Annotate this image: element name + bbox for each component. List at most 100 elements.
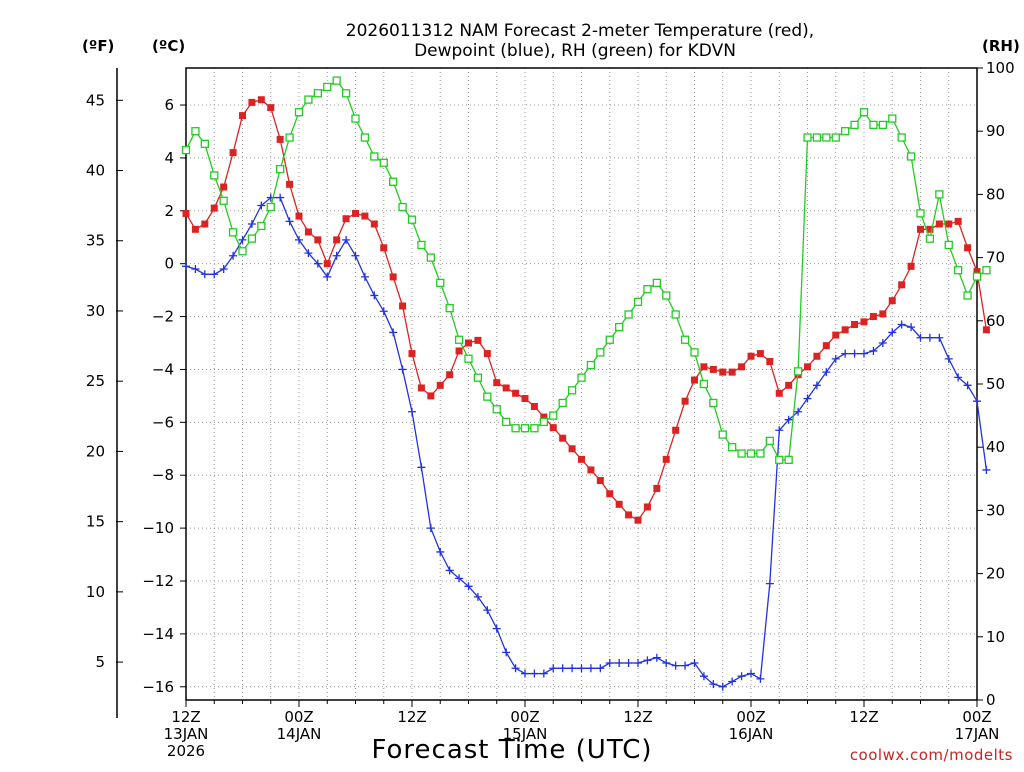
x-tick-label: 17JAN [955, 725, 1000, 743]
rh-point [558, 398, 567, 408]
rh-point [398, 202, 407, 212]
chart-title-line2: Dewpoint (blue), RH (green) for KDVN [414, 41, 736, 61]
dewpoint-point [916, 333, 925, 342]
celsius-tick-label: 2 [164, 202, 174, 220]
rh-point [266, 202, 275, 212]
celsius-unit-label: (ºC) [152, 37, 185, 55]
temperature-point [709, 365, 717, 373]
dewpoint-point [784, 415, 793, 424]
dewpoint-point [775, 426, 784, 435]
rh-point [690, 348, 699, 357]
rh-point [360, 133, 370, 142]
temperature-point [643, 503, 651, 511]
dewpoint-point [982, 465, 991, 474]
dewpoint-point [634, 658, 642, 667]
dewpoint-point [812, 381, 821, 390]
rh-point [304, 95, 313, 104]
rh-point [841, 127, 850, 136]
temperature-point [596, 477, 604, 485]
rh-point [850, 120, 859, 130]
temperature-point [982, 326, 990, 334]
grid-lines [186, 68, 977, 700]
temperature-point [672, 426, 680, 434]
rh-point [944, 240, 953, 250]
dewpoint-point [822, 368, 831, 377]
dewpoint-point [577, 664, 586, 673]
dewpoint-point [257, 201, 266, 210]
temperature-point [239, 112, 246, 120]
x-tick-label: 12Z [623, 708, 652, 726]
temperature-point [380, 244, 388, 252]
temperature-point [502, 384, 510, 392]
dewpoint-point [398, 365, 407, 374]
celsius-tick-label: −12 [142, 572, 174, 590]
temperature-point [568, 445, 576, 453]
temperature-point [945, 220, 953, 228]
celsius-tick-label: −2 [152, 308, 174, 326]
rh-point [530, 424, 539, 433]
fahrenheit-tick-label: 40 [86, 162, 105, 180]
fahrenheit-tick-label: 5 [95, 653, 105, 671]
dewpoint-point [549, 664, 558, 673]
rh-point [897, 133, 906, 142]
rh-point [407, 215, 417, 224]
rh-point [483, 392, 492, 401]
rh-point [445, 304, 454, 313]
x-tick-label: 00Z [736, 708, 765, 726]
dewpoint-point [643, 656, 652, 665]
rh-point [869, 120, 878, 130]
temperature-point [276, 135, 284, 143]
x-tick-label: 00Z [510, 708, 539, 726]
x-tick-label: 00Z [284, 708, 313, 726]
temperature-point [606, 490, 614, 498]
rh-point [454, 335, 464, 344]
temperature-point [370, 220, 378, 228]
temperature-point [926, 225, 934, 233]
dewpoint-point [492, 624, 501, 633]
temperature-point [512, 389, 520, 397]
rh-point [746, 449, 756, 458]
fahrenheit-tick-label: 35 [86, 232, 105, 250]
dewpoint-point [473, 592, 482, 601]
dewpoint-point [558, 664, 567, 673]
fahrenheit-tick-label: 20 [86, 442, 105, 460]
temperature-point [728, 368, 736, 376]
temperature-point [973, 268, 981, 276]
dewpoint-point [370, 291, 379, 300]
temperature-point [267, 104, 275, 112]
temperature-point [436, 381, 444, 389]
dewpoint-point [596, 664, 605, 673]
temperature-point [427, 392, 435, 400]
rh-point [963, 291, 972, 300]
temperature-point [700, 363, 708, 371]
rh-point [737, 449, 746, 458]
series-line [185, 196, 988, 688]
temperature-point [408, 350, 416, 358]
dewpoint-point [464, 582, 473, 591]
temperature-point [352, 209, 359, 217]
temperature-point [917, 225, 924, 233]
rh-point [633, 297, 643, 306]
temperature-point [898, 281, 906, 289]
temperature-point [446, 371, 454, 379]
dewpoint-point [662, 658, 671, 667]
celsius-tick-label: −10 [142, 519, 174, 537]
series-line [185, 79, 987, 461]
temperature-point [455, 347, 463, 355]
temperature-point [191, 225, 199, 233]
fahrenheit-unit-label: (ºF) [82, 37, 114, 55]
temperature-point [615, 500, 623, 508]
dewpoint-point [332, 251, 341, 260]
dewpoint-point [502, 648, 511, 657]
dewpoint-point [756, 674, 765, 683]
rh-point [473, 373, 483, 382]
temperature-point [323, 260, 331, 268]
rh-tick-label: 80 [986, 185, 1005, 203]
temperature-point [634, 516, 642, 524]
dewpoint-point [944, 354, 953, 363]
temperature-point [286, 180, 294, 188]
rh-point [539, 417, 548, 427]
temperature-point [483, 350, 491, 358]
dewpoint-point [803, 394, 812, 403]
